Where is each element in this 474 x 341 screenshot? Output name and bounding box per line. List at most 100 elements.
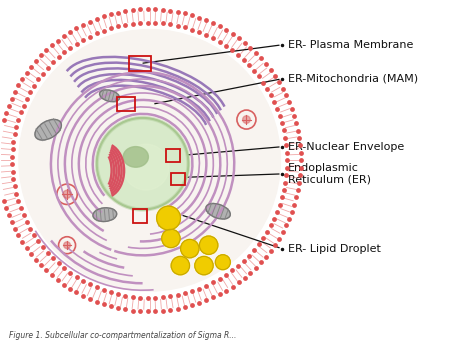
Point [278,120,286,126]
Point [234,263,242,268]
Point [255,74,263,79]
Point [262,61,270,66]
Point [264,86,271,92]
Bar [129,56,151,71]
Point [144,295,152,300]
Point [152,309,159,314]
Point [255,241,263,247]
Point [216,292,224,297]
Point [297,165,304,170]
Ellipse shape [206,204,230,219]
Point [66,286,73,291]
Point [271,242,279,248]
Point [15,198,22,204]
Point [209,280,217,285]
Point [114,306,122,311]
Point [100,28,108,33]
Point [216,276,223,282]
Point [73,290,80,295]
Point [23,70,30,75]
Point [5,103,13,108]
Point [240,258,247,264]
Point [264,229,271,235]
Point [17,205,25,211]
Ellipse shape [123,147,148,167]
Point [137,20,144,26]
Point [166,21,174,27]
Point [122,307,129,312]
Point [55,55,63,60]
Point [122,9,129,14]
Point [282,180,289,186]
Point [294,187,301,193]
Point [267,93,275,98]
Point [250,247,258,253]
Point [8,219,16,225]
Point [283,173,290,178]
Point [18,76,26,81]
Point [9,146,17,152]
Point [12,191,20,196]
Circle shape [162,229,180,248]
Point [275,236,283,241]
Point [27,226,34,231]
Point [295,135,303,141]
Point [273,106,281,112]
Point [292,195,300,200]
Circle shape [97,118,189,210]
Point [188,27,196,32]
Point [267,223,275,228]
Point [159,295,166,300]
Point [297,150,304,155]
Point [27,89,34,95]
Circle shape [195,256,213,275]
Point [42,47,50,53]
Point [166,8,174,13]
Point [259,80,267,85]
Point [11,184,18,189]
Point [129,294,137,299]
Point [73,41,81,46]
Point [280,128,288,133]
Point [61,265,68,271]
Point [240,57,247,62]
Point [252,50,260,56]
Point [2,110,10,115]
Point [288,209,296,214]
Point [100,287,108,293]
Point [195,286,203,291]
Point [27,64,35,70]
Point [20,103,27,108]
Point [61,50,68,55]
Point [257,260,265,265]
Point [166,294,174,299]
Point [49,60,57,65]
Point [20,212,27,218]
Point [159,7,166,13]
Point [9,161,16,167]
Point [245,62,253,68]
Point [9,154,16,159]
Point [152,295,159,300]
Text: Figure 1. Subcellular co-compartmentalization of Sigma R...: Figure 1. Subcellular co-compartmentaliz… [9,330,237,340]
Text: ER-Mitochondria (MAM): ER-Mitochondria (MAM) [288,74,419,84]
Point [23,245,30,251]
Circle shape [19,30,281,291]
Point [44,65,52,71]
Text: Endoplasmic
Reticulum (ER): Endoplasmic Reticulum (ER) [288,163,371,185]
Point [48,43,55,48]
Point [159,308,166,314]
Point [5,212,13,218]
Point [174,306,182,312]
Circle shape [171,256,190,275]
Point [39,244,47,250]
Point [121,293,129,298]
Point [246,270,254,276]
Text: ER- Plasma Membrane: ER- Plasma Membrane [288,40,414,50]
Point [241,275,248,281]
Point [129,308,137,313]
Point [174,292,182,298]
Point [273,209,281,214]
Circle shape [63,190,71,198]
Point [283,165,291,170]
